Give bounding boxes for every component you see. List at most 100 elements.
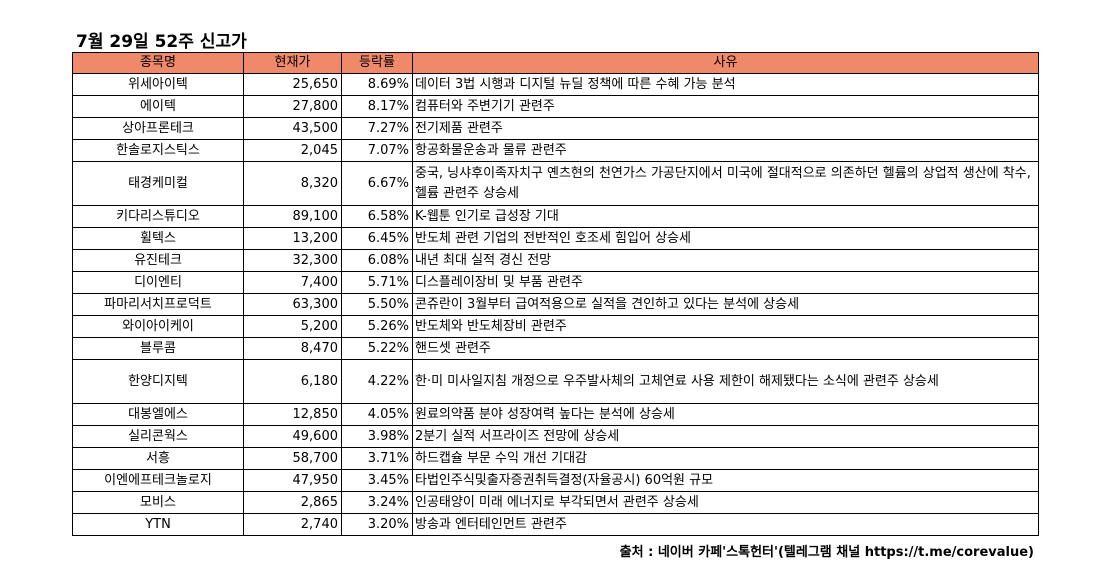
table-row: 상아프론테크 43,500 7.27% 전기제품 관련주 (72, 117, 1039, 140)
stock-change: 4.22% (341, 359, 413, 404)
stock-change: 4.05% (341, 403, 413, 426)
stock-name: 상아프론테크 (72, 117, 244, 140)
table-row: 서흥 58,700 3.71% 하드캡슐 부문 수익 개선 기대감 (72, 447, 1039, 470)
table-row: 파마리서치프로덕트 63,300 5.50% 콘쥬란이 3월부터 급여적용으로 … (72, 293, 1039, 316)
page-title: 7월 29일 52주 신고가 (76, 32, 247, 52)
stock-price: 13,200 (243, 227, 342, 250)
stock-price: 43,500 (243, 117, 342, 140)
table-row: 대봉엘에스 12,850 4.05% 원료의약품 분야 성장여력 높다는 분석에… (72, 403, 1039, 426)
stock-name: 대봉엘에스 (72, 403, 244, 426)
stock-price: 49,600 (243, 425, 342, 448)
stock-name: 키다리스튜디오 (72, 205, 244, 228)
stock-price: 58,700 (243, 447, 342, 470)
stock-reason: 한·미 미사일지침 개정으로 우주발사체의 고체연료 사용 제한이 해제됐다는 … (412, 359, 1039, 404)
stock-reason: 중국, 닝샤후이족자치구 옌츠현의 천연가스 가공단지에서 미국에 절대적으로 … (412, 161, 1039, 206)
stock-change: 5.50% (341, 293, 413, 316)
stock-name: 위세아이텍 (72, 73, 244, 96)
table-row: 한양디지텍 6,180 4.22% 한·미 미사일지침 개정으로 우주발사체의 … (72, 359, 1039, 404)
stock-price: 7,400 (243, 271, 342, 294)
stock-reason: 인공태양이 미래 에너지로 부각되면서 관련주 상승세 (412, 491, 1039, 514)
stock-reason: K-웹툰 인기로 급성장 기대 (412, 205, 1039, 228)
stock-reason: 컴퓨터와 주변기기 관련주 (412, 95, 1039, 118)
stock-reason: 내년 최대 실적 경신 전망 (412, 249, 1039, 272)
table-row: 태경케미컬 8,320 6.67% 중국, 닝샤후이족자치구 옌츠현의 천연가스… (72, 161, 1039, 206)
stock-change: 5.71% (341, 271, 413, 294)
stock-reason: 방송과 엔터테인먼트 관련주 (412, 513, 1039, 536)
stock-price: 2,045 (243, 139, 342, 162)
stock-price: 25,650 (243, 73, 342, 96)
stock-name: 실리콘웍스 (72, 425, 244, 448)
table-row: 이엔에프테크놀로지 47,950 3.45% 타법인주식및출자증권취득결정(자율… (72, 469, 1039, 492)
table-row: 블루콤 8,470 5.22% 핸드셋 관련주 (72, 337, 1039, 360)
stock-name: 디이엔티 (72, 271, 244, 294)
header-reason: 사유 (412, 52, 1039, 74)
stock-change: 6.08% (341, 249, 413, 272)
stock-name: 한솔로지스틱스 (72, 139, 244, 162)
stock-change: 3.71% (341, 447, 413, 470)
new-high-table: 종목명 현재가 등락률 사유 위세아이텍 25,650 8.69% 데이터 3법… (72, 52, 1039, 536)
table-row: 키다리스튜디오 89,100 6.58% K-웹툰 인기로 급성장 기대 (72, 205, 1039, 228)
table-row: 모비스 2,865 3.24% 인공태양이 미래 에너지로 부각되면서 관련주 … (72, 491, 1039, 514)
stock-change: 5.22% (341, 337, 413, 360)
stock-price: 89,100 (243, 205, 342, 228)
stock-change: 6.67% (341, 161, 413, 206)
stock-reason: 하드캡슐 부문 수익 개선 기대감 (412, 447, 1039, 470)
stock-name: 휠텍스 (72, 227, 244, 250)
stock-name: YTN (72, 513, 244, 536)
table-header-row: 종목명 현재가 등락률 사유 (72, 52, 1039, 74)
stock-name: 유진테크 (72, 249, 244, 272)
stock-reason: 원료의약품 분야 성장여력 높다는 분석에 상승세 (412, 403, 1039, 426)
header-name: 종목명 (72, 52, 244, 74)
stock-reason: 핸드셋 관련주 (412, 337, 1039, 360)
stock-reason: 2분기 실적 서프라이즈 전망에 상승세 (412, 425, 1039, 448)
stock-change: 7.27% (341, 117, 413, 140)
stock-price: 47,950 (243, 469, 342, 492)
stock-reason: 디스플레이장비 및 부품 관련주 (412, 271, 1039, 294)
stock-name: 한양디지텍 (72, 359, 244, 404)
table-row: 실리콘웍스 49,600 3.98% 2분기 실적 서프라이즈 전망에 상승세 (72, 425, 1039, 448)
stock-change: 8.69% (341, 73, 413, 96)
stock-name: 블루콤 (72, 337, 244, 360)
table-row: 디이엔티 7,400 5.71% 디스플레이장비 및 부품 관련주 (72, 271, 1039, 294)
table-row: 와이아이케이 5,200 5.26% 반도체와 반도체장비 관련주 (72, 315, 1039, 338)
stock-price: 27,800 (243, 95, 342, 118)
stock-price: 12,850 (243, 403, 342, 426)
stock-name: 에이텍 (72, 95, 244, 118)
stock-change: 5.26% (341, 315, 413, 338)
stock-change: 3.24% (341, 491, 413, 514)
stock-price: 5,200 (243, 315, 342, 338)
header-change: 등락률 (341, 52, 413, 74)
stock-reason: 콘쥬란이 3월부터 급여적용으로 실적을 견인하고 있다는 분석에 상승세 (412, 293, 1039, 316)
stock-price: 63,300 (243, 293, 342, 316)
table-row: 위세아이텍 25,650 8.69% 데이터 3법 시행과 디지털 뉴딜 정책에… (72, 73, 1039, 96)
stock-change: 3.20% (341, 513, 413, 536)
stock-price: 6,180 (243, 359, 342, 404)
stock-change: 3.98% (341, 425, 413, 448)
stock-price: 8,470 (243, 337, 342, 360)
stock-name: 이엔에프테크놀로지 (72, 469, 244, 492)
stock-name: 와이아이케이 (72, 315, 244, 338)
stock-price: 2,865 (243, 491, 342, 514)
table-row: 휠텍스 13,200 6.45% 반도체 관련 기업의 전반적인 호조세 힘입어… (72, 227, 1039, 250)
table-row: 에이텍 27,800 8.17% 컴퓨터와 주변기기 관련주 (72, 95, 1039, 118)
table-row: 유진테크 32,300 6.08% 내년 최대 실적 경신 전망 (72, 249, 1039, 272)
stock-price: 2,740 (243, 513, 342, 536)
stock-reason: 데이터 3법 시행과 디지털 뉴딜 정책에 따른 수혜 가능 분석 (412, 73, 1039, 96)
stock-reason: 반도체와 반도체장비 관련주 (412, 315, 1039, 338)
stock-reason: 반도체 관련 기업의 전반적인 호조세 힘입어 상승세 (412, 227, 1039, 250)
stock-change: 8.17% (341, 95, 413, 118)
table-row: 한솔로지스틱스 2,045 7.07% 항공화물운송과 물류 관련주 (72, 139, 1039, 162)
stock-name: 파마리서치프로덕트 (72, 293, 244, 316)
stock-price: 8,320 (243, 161, 342, 206)
stock-reason: 항공화물운송과 물류 관련주 (412, 139, 1039, 162)
stock-name: 모비스 (72, 491, 244, 514)
stock-change: 6.58% (341, 205, 413, 228)
stock-change: 7.07% (341, 139, 413, 162)
stock-price: 32,300 (243, 249, 342, 272)
source-footer: 출처 : 네이버 카페'스톡헌터'(텔레그램 채널 https://t.me/c… (619, 545, 1034, 560)
stock-reason: 전기제품 관련주 (412, 117, 1039, 140)
stock-name: 태경케미컬 (72, 161, 244, 206)
header-price: 현재가 (243, 52, 342, 74)
stock-name: 서흥 (72, 447, 244, 470)
stock-change: 3.45% (341, 469, 413, 492)
